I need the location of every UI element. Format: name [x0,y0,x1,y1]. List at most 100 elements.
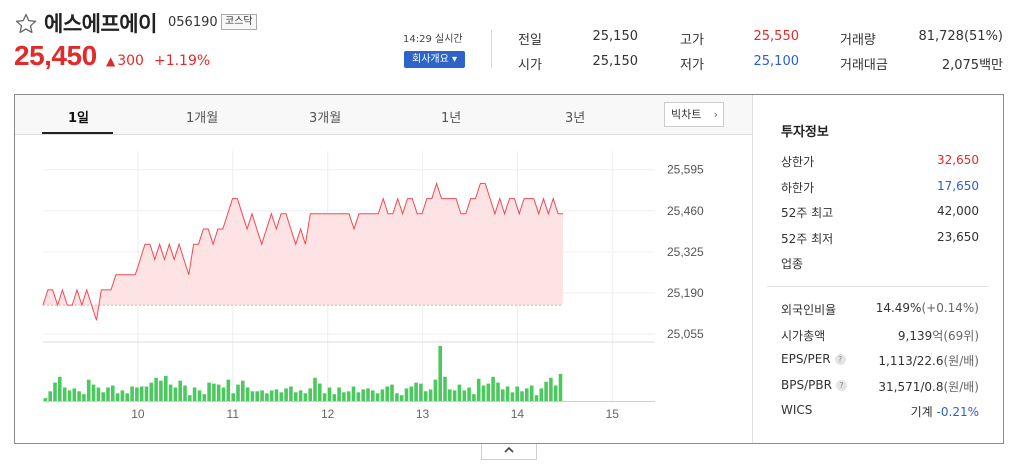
volume-bar [298,390,303,401]
price-area [43,183,563,321]
volume-bar [164,375,168,401]
volume-bar [125,393,129,401]
investment-info: 투자정보 상한가 32,650 하한가 17,650 52주 최고 42,000 52주 최… [753,95,1003,443]
y-tick-label: 25,055 [667,327,704,341]
active-tab-indicator [42,132,113,134]
volume-bar [433,379,438,401]
info-label: 하한가 [781,180,815,195]
info-value-main: 17,650 [937,178,979,193]
change-percent: +1.19% [153,53,211,69]
info-value: 9,139억(69위) [898,327,979,344]
volume-bar [216,384,221,401]
tab-3year[interactable]: 3년 [565,111,586,126]
volume-bar [318,383,322,401]
tab-1day[interactable]: 1일 [68,111,90,126]
tab-1year[interactable]: 1년 [441,111,462,126]
summary-label: 저가 [680,58,704,73]
collapse-button[interactable] [481,444,537,460]
volume-bar [549,377,553,401]
y-tick-label: 25,325 [667,245,704,259]
favorite-star-icon[interactable] [14,12,38,36]
info-value-main: 14.49% [875,301,922,315]
volume-bar [414,382,418,401]
volume-bar [534,395,539,401]
volume-bar [404,388,409,401]
volume-bar [284,388,288,401]
volume-bar [62,387,67,401]
summary-label: 고가 [680,33,704,48]
info-value-sub: (+0.14%) [921,301,979,315]
volume-bar [525,388,529,401]
volume-bar [260,390,264,401]
volume-bar [390,384,394,401]
help-icon[interactable]: ? [834,354,846,365]
info-label: WICS [781,403,813,417]
volume-bar [395,393,399,401]
volume-bar [48,391,52,401]
volume-bar [505,386,510,401]
volume-bar [212,383,216,401]
volume-bar [289,386,293,401]
chevron-right-icon: › [713,108,718,121]
volume-bar [135,387,139,401]
volume-bar [337,387,341,401]
volume-bar [467,387,471,401]
volume-bar [192,387,197,401]
volume-bar [366,388,370,401]
volume-bar [279,392,284,401]
volume-bar [183,385,187,401]
info-label: 52주 최고 [781,206,834,220]
volume-bar [375,393,380,401]
info-label: EPS/PER? [781,352,846,366]
chevron-up-icon [504,446,514,453]
summary-value: 25,100 [753,54,800,69]
volume-bar [327,387,332,401]
help-icon[interactable]: ? [835,379,847,391]
volume-bar [332,394,337,401]
volume-bar [428,389,433,401]
volume-bar [356,392,361,401]
info-value: 14.49%(+0.14%) [876,301,979,315]
volume-bar [476,378,481,401]
y-tick-label: 25,460 [667,204,704,218]
company-overview-button[interactable]: 회사개요 ▾ [404,51,465,68]
volume-bar [380,389,385,401]
volume-bar [130,386,134,401]
big-chart-button[interactable]: 빅차트 › [664,102,724,127]
summary-label: 시가 [518,58,542,73]
x-tick-label: 15 [606,407,620,421]
tab-3month[interactable]: 3개월 [309,111,342,126]
stock-name: 에스에프에이 [44,12,157,36]
volume-bar [207,382,211,401]
y-tick-label: 25,595 [667,163,704,177]
price-line [42,181,563,321]
volume-bar [409,386,414,401]
info-value-main: 1,113/22.6 [878,354,944,368]
x-tick-label: 10 [131,407,145,421]
price-change: ▲ 300 +1.19% [106,53,210,69]
volume-bar [448,389,452,401]
volume-bar [106,387,110,401]
change-amount: 300 [117,53,144,69]
volume-bar [342,392,346,401]
info-label: 업종 [781,257,804,271]
summary-value: 25,150 [592,54,639,69]
x-tick-label: 12 [321,407,335,421]
volume-bar [245,387,250,401]
y-tick-label: 25,190 [667,286,704,300]
volume-bar [96,387,101,401]
volume-bar [481,385,486,401]
volume-bar [515,386,519,401]
realtime-timestamp: 14:29 실시간 [403,34,463,45]
chart-panel: 1일 1개월 3개월 1년 3년 빅차트 › 25,595 25,460 25,32… [14,94,1004,444]
volume-bar [202,394,207,401]
summary-value: 2,075백만 [941,58,1003,73]
info-label: 외국인비율 [781,303,837,317]
info-value: 기계 -0.21% [911,403,979,420]
price-chart: 25,595 25,460 25,325 25,190 25,055 10 11 12 13 14… [42,151,704,421]
info-value-main: 31,571/0.8 [878,379,944,394]
summary-label: 거래대금 [840,58,888,73]
volume-bar [274,389,279,401]
volume-bar [86,379,91,401]
tab-1month[interactable]: 1개월 [186,111,219,126]
